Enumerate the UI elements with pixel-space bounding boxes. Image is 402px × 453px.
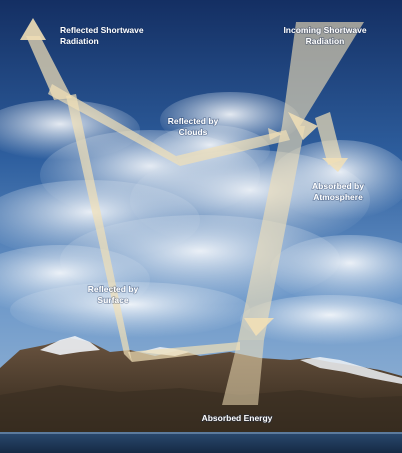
label-reflected-shortwave-2: Radiation [60,36,99,46]
labels: Reflected Shortwave Radiation Incoming S… [59,24,367,424]
cloud-reflection-band [176,130,290,166]
surface-down-band [238,126,305,340]
cloud-reflection-path [48,84,180,166]
atmosphere-branch [315,112,342,165]
surface-reflection-side [66,94,132,362]
label-reflected-clouds-2: Clouds [179,127,208,137]
reflected-arrow-head [20,18,46,40]
atmosphere-arrow-head [322,158,348,172]
surface-arrow-head [244,318,274,336]
label-reflected-shortwave-1: Reflected Shortwave [60,25,144,35]
label-incoming-shortwave-1: Incoming Shortwave [283,25,366,35]
label-reflected-surface-1: Reflected by [88,284,139,294]
label-absorbed-energy: Absorbed Energy [202,413,273,423]
reflected-column [26,36,72,100]
cloud-small-arrow [268,128,282,140]
radiation-arrows [20,18,364,405]
label-reflected-surface-2: Surface [97,295,128,305]
absorbed-energy-band [222,340,264,405]
label-reflected-clouds-1: Reflected by [168,116,219,126]
label-absorbed-atmosphere-1: Absorbed by [312,181,364,191]
label-incoming-shortwave-2: Radiation [306,36,345,46]
surface-reflection-bottom [128,342,240,362]
label-absorbed-atmosphere-2: Atmosphere [313,192,363,202]
incoming-shortwave-band [282,22,364,126]
mountains [0,336,402,432]
lake [0,432,402,453]
